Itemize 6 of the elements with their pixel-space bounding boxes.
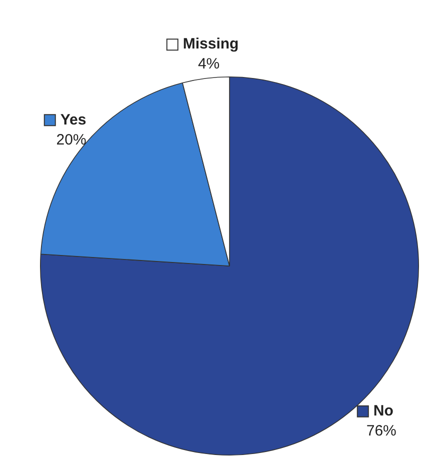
legend-label: Yes	[60, 111, 86, 128]
legend-label: Missing	[182, 36, 239, 53]
data-label: 20%	[56, 131, 86, 148]
data-label: 76%	[366, 422, 396, 440]
legend-label: No	[373, 402, 394, 420]
data-label: 4%	[198, 56, 220, 73]
